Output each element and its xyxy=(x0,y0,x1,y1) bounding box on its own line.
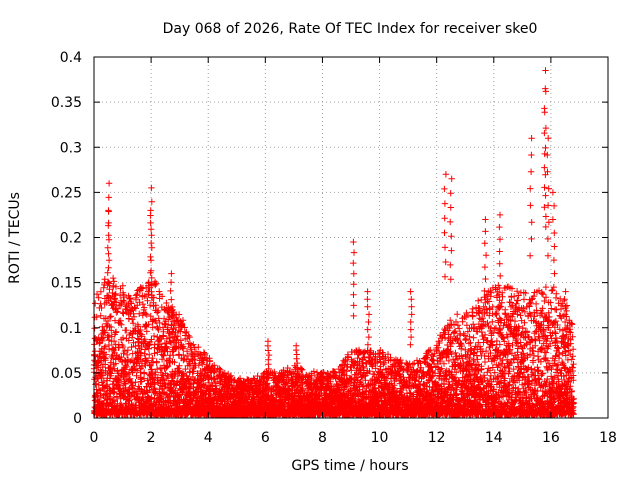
roti-peak-9 xyxy=(407,288,415,348)
x-tick-label-7: 14 xyxy=(485,430,503,446)
data-points xyxy=(90,67,577,418)
y-tick-label-4: 0.2 xyxy=(60,231,82,247)
y-tick-label-1: 0.05 xyxy=(51,366,82,382)
y-tick-labels: 0 0.05 0.1 0.15 0.2 0.25 0.3 0.35 0.4 xyxy=(51,50,82,427)
roti-peak-16 xyxy=(541,85,550,231)
roti-peak-19 xyxy=(561,288,569,348)
roti-peak-8 xyxy=(364,288,373,348)
y-tick-label-0: 0 xyxy=(73,411,82,427)
y-tick-label-7: 0.35 xyxy=(51,95,82,111)
roti-peak-3 xyxy=(147,207,156,301)
x-tick-label-9: 18 xyxy=(599,430,617,446)
y-tick-label-6: 0.3 xyxy=(60,140,82,156)
x-tick-label-4: 8 xyxy=(318,430,327,446)
roti-peak-10 xyxy=(441,171,450,280)
x-tick-label-8: 16 xyxy=(542,430,560,446)
roti-peak-13 xyxy=(496,211,504,304)
x-tick-label-3: 6 xyxy=(261,430,270,446)
y-tick-label-5: 0.25 xyxy=(51,185,82,201)
y-tick-label-2: 0.1 xyxy=(60,321,82,337)
y-tick-label-3: 0.15 xyxy=(51,276,82,292)
roti-peak-12 xyxy=(481,216,490,306)
y-tick-label-8: 0.4 xyxy=(60,50,82,66)
x-tick-labels: 0 2 4 6 8 10 12 14 16 18 xyxy=(90,430,617,446)
roti-peak-4 xyxy=(167,270,175,338)
x-axis-label: GPS time / hours xyxy=(291,458,408,474)
roti-peak-7 xyxy=(350,238,358,320)
x-tick-label-1: 2 xyxy=(147,430,156,446)
roti-peak-17 xyxy=(544,135,553,259)
x-tick-label-5: 10 xyxy=(371,430,389,446)
x-tick-label-6: 12 xyxy=(428,430,446,446)
roti-peak-18 xyxy=(549,189,558,291)
roti-peak-5 xyxy=(264,338,273,377)
y-axis-label: ROTI / TECUs xyxy=(7,192,23,284)
roti-peak-1 xyxy=(104,207,113,301)
roti-peak-14 xyxy=(526,135,535,259)
x-tick-label-2: 4 xyxy=(204,430,213,446)
roti-peak-11 xyxy=(447,175,455,283)
roti-peak-6 xyxy=(292,342,301,380)
x-tick-label-0: 0 xyxy=(90,430,99,446)
chart-title: Day 068 of 2026, Rate Of TEC Index for r… xyxy=(163,21,538,37)
axes xyxy=(93,56,609,419)
